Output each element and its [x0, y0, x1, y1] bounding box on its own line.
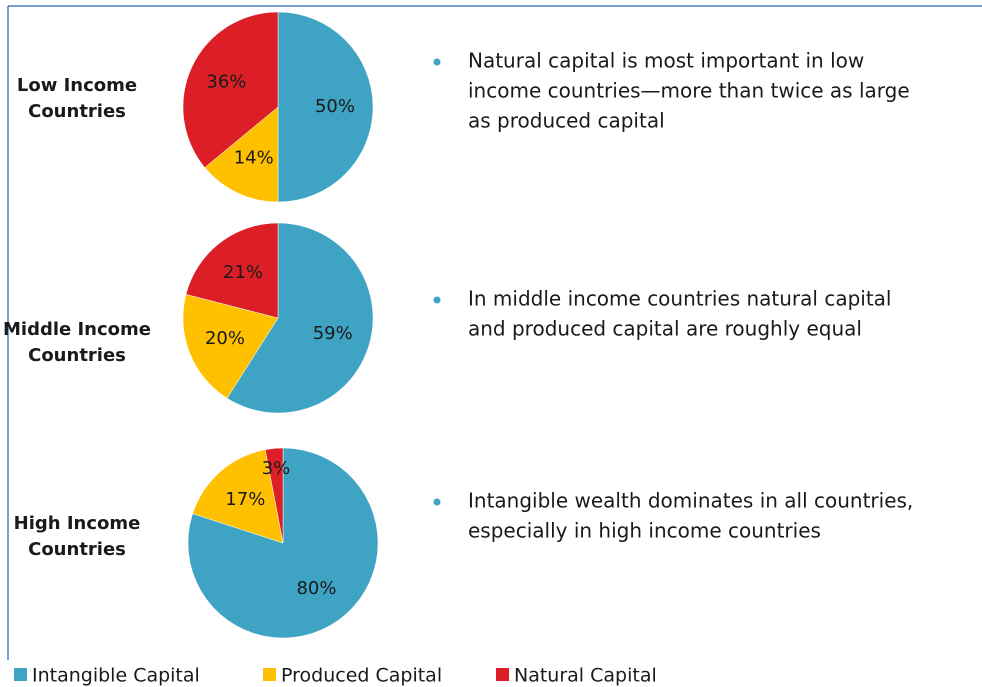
bullet-text: Natural capital is most important in low — [468, 49, 864, 73]
legend-swatch — [14, 668, 27, 681]
slice-label: 21% — [223, 262, 263, 283]
row-label: Low Income Countries — [17, 75, 137, 122]
legend-label: Natural Capital — [514, 665, 657, 687]
pie-slice — [204, 106, 279, 203]
slice-label: 50% — [315, 96, 355, 117]
legend-swatch — [496, 668, 509, 681]
pie-slice — [226, 222, 374, 414]
bullet-dot — [433, 498, 441, 506]
slice-label: 14% — [234, 148, 274, 169]
slice-label: 17% — [225, 489, 265, 510]
legend-label: Intangible Capital — [32, 665, 200, 687]
slice-label: 36% — [206, 72, 246, 93]
legend-label: Produced Capital — [281, 665, 442, 687]
row-label: Middle Income Countries — [3, 319, 151, 366]
slice-label: 80% — [296, 578, 336, 599]
slice-label: 3% — [262, 458, 291, 479]
pie-slice — [277, 11, 374, 203]
pie-slice — [192, 449, 284, 544]
legend-swatch — [263, 668, 276, 681]
row-label: High Income Countries — [14, 513, 141, 560]
bullet-text: Intangible wealth dominates in all count… — [468, 489, 913, 513]
bullet-dot — [433, 296, 441, 304]
pie-slice — [264, 447, 284, 544]
bullet-text: income countries—more than twice as larg… — [468, 79, 910, 103]
bullet-text: as produced capital — [468, 109, 665, 133]
pie-slice — [182, 11, 279, 168]
pie-slice — [182, 294, 279, 399]
bullet-dot — [433, 58, 441, 66]
slice-label: 59% — [313, 323, 353, 344]
pie-slice — [185, 222, 279, 319]
bullet-text: and produced capital are roughly equal — [468, 317, 862, 341]
bullet-text: especially in high income countries — [468, 519, 821, 543]
bullet-text: In middle income countries natural capit… — [468, 287, 891, 311]
slice-label: 20% — [205, 328, 245, 349]
